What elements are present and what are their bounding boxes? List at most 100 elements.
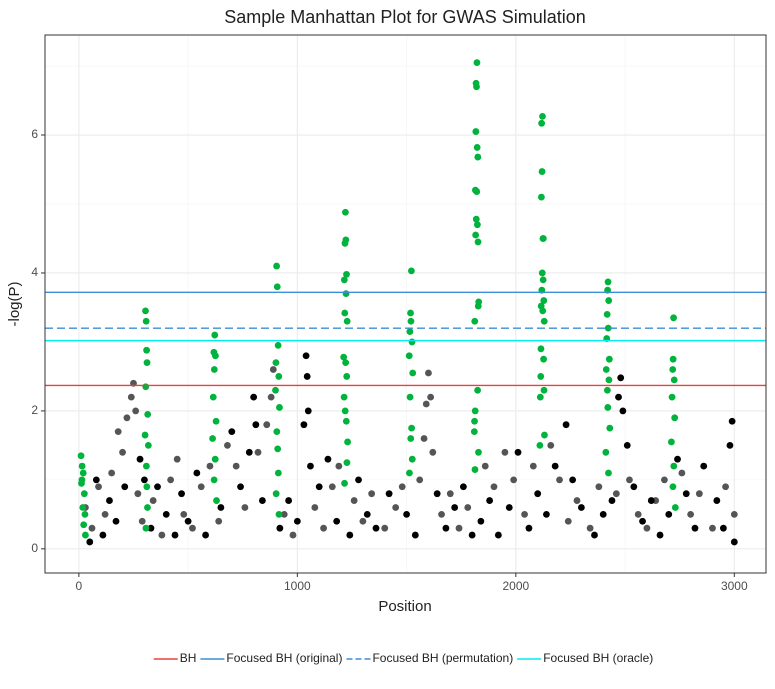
point xyxy=(406,469,413,477)
point xyxy=(671,504,679,511)
point xyxy=(101,510,109,518)
point xyxy=(363,510,371,518)
point xyxy=(78,462,86,470)
point xyxy=(556,476,563,484)
point xyxy=(525,524,533,532)
point xyxy=(687,510,695,518)
point xyxy=(670,462,678,470)
point xyxy=(82,531,89,539)
point xyxy=(605,297,613,304)
x-tick-label: 0 xyxy=(76,579,83,593)
point xyxy=(368,490,376,498)
point xyxy=(340,393,348,401)
point xyxy=(422,400,430,408)
point xyxy=(408,455,416,463)
point xyxy=(537,345,545,353)
point xyxy=(408,424,416,432)
point xyxy=(210,476,218,484)
x-axis-label: Position xyxy=(378,598,431,615)
point xyxy=(603,386,611,394)
point xyxy=(324,455,332,463)
point xyxy=(474,238,482,246)
point xyxy=(521,510,528,518)
point xyxy=(86,538,94,546)
point xyxy=(433,490,441,498)
point xyxy=(311,504,319,511)
point xyxy=(213,497,220,504)
point xyxy=(158,531,166,539)
point xyxy=(217,504,225,511)
point xyxy=(604,324,612,332)
point xyxy=(171,531,179,539)
point xyxy=(144,441,152,449)
y-tick-label: 0 xyxy=(31,541,38,555)
point xyxy=(142,307,149,315)
point xyxy=(494,531,502,539)
point xyxy=(315,483,323,491)
point xyxy=(293,517,301,525)
point xyxy=(272,490,280,498)
point xyxy=(328,483,336,491)
point xyxy=(619,407,627,415)
point xyxy=(132,407,140,415)
point xyxy=(473,144,481,151)
point xyxy=(285,497,293,504)
y-tick-label: 6 xyxy=(31,127,38,141)
point xyxy=(250,393,258,401)
chart-title: Sample Manhattan Plot for GWAS Simulatio… xyxy=(224,7,586,27)
point xyxy=(474,302,482,310)
point xyxy=(143,359,151,367)
point xyxy=(180,510,188,518)
point xyxy=(604,278,612,286)
point xyxy=(470,428,478,436)
point xyxy=(670,376,678,384)
point xyxy=(691,524,699,532)
point xyxy=(540,386,548,394)
point xyxy=(534,490,542,498)
point xyxy=(254,448,262,456)
point xyxy=(106,497,113,504)
point xyxy=(477,517,485,525)
point xyxy=(602,366,610,373)
y-tick-label: 2 xyxy=(31,403,38,417)
point xyxy=(202,531,209,539)
point xyxy=(342,290,350,298)
point xyxy=(77,452,85,460)
point xyxy=(147,524,155,532)
point xyxy=(564,517,572,525)
point xyxy=(540,355,547,363)
point xyxy=(536,441,544,449)
point xyxy=(501,448,509,456)
point xyxy=(406,393,414,401)
point xyxy=(455,524,463,532)
point xyxy=(514,448,522,456)
point xyxy=(212,352,219,360)
point xyxy=(123,414,131,422)
point xyxy=(538,119,546,127)
point xyxy=(595,483,603,491)
point xyxy=(539,276,547,284)
point xyxy=(303,373,311,380)
point xyxy=(639,517,646,525)
point xyxy=(486,497,494,504)
point xyxy=(608,497,616,504)
x-tick-label: 2000 xyxy=(502,579,529,593)
point xyxy=(540,317,548,325)
point xyxy=(340,353,348,361)
point xyxy=(245,448,253,456)
point xyxy=(341,479,348,487)
point xyxy=(719,524,727,532)
point xyxy=(667,438,675,446)
point xyxy=(136,455,144,463)
point xyxy=(446,490,454,498)
point xyxy=(269,366,277,373)
plot-border xyxy=(44,34,767,574)
point xyxy=(407,267,415,275)
point xyxy=(144,504,151,511)
point xyxy=(474,386,481,394)
point xyxy=(178,490,185,498)
legend-label: Focused BH (original) xyxy=(226,651,342,665)
point xyxy=(307,462,314,470)
point xyxy=(341,309,349,317)
